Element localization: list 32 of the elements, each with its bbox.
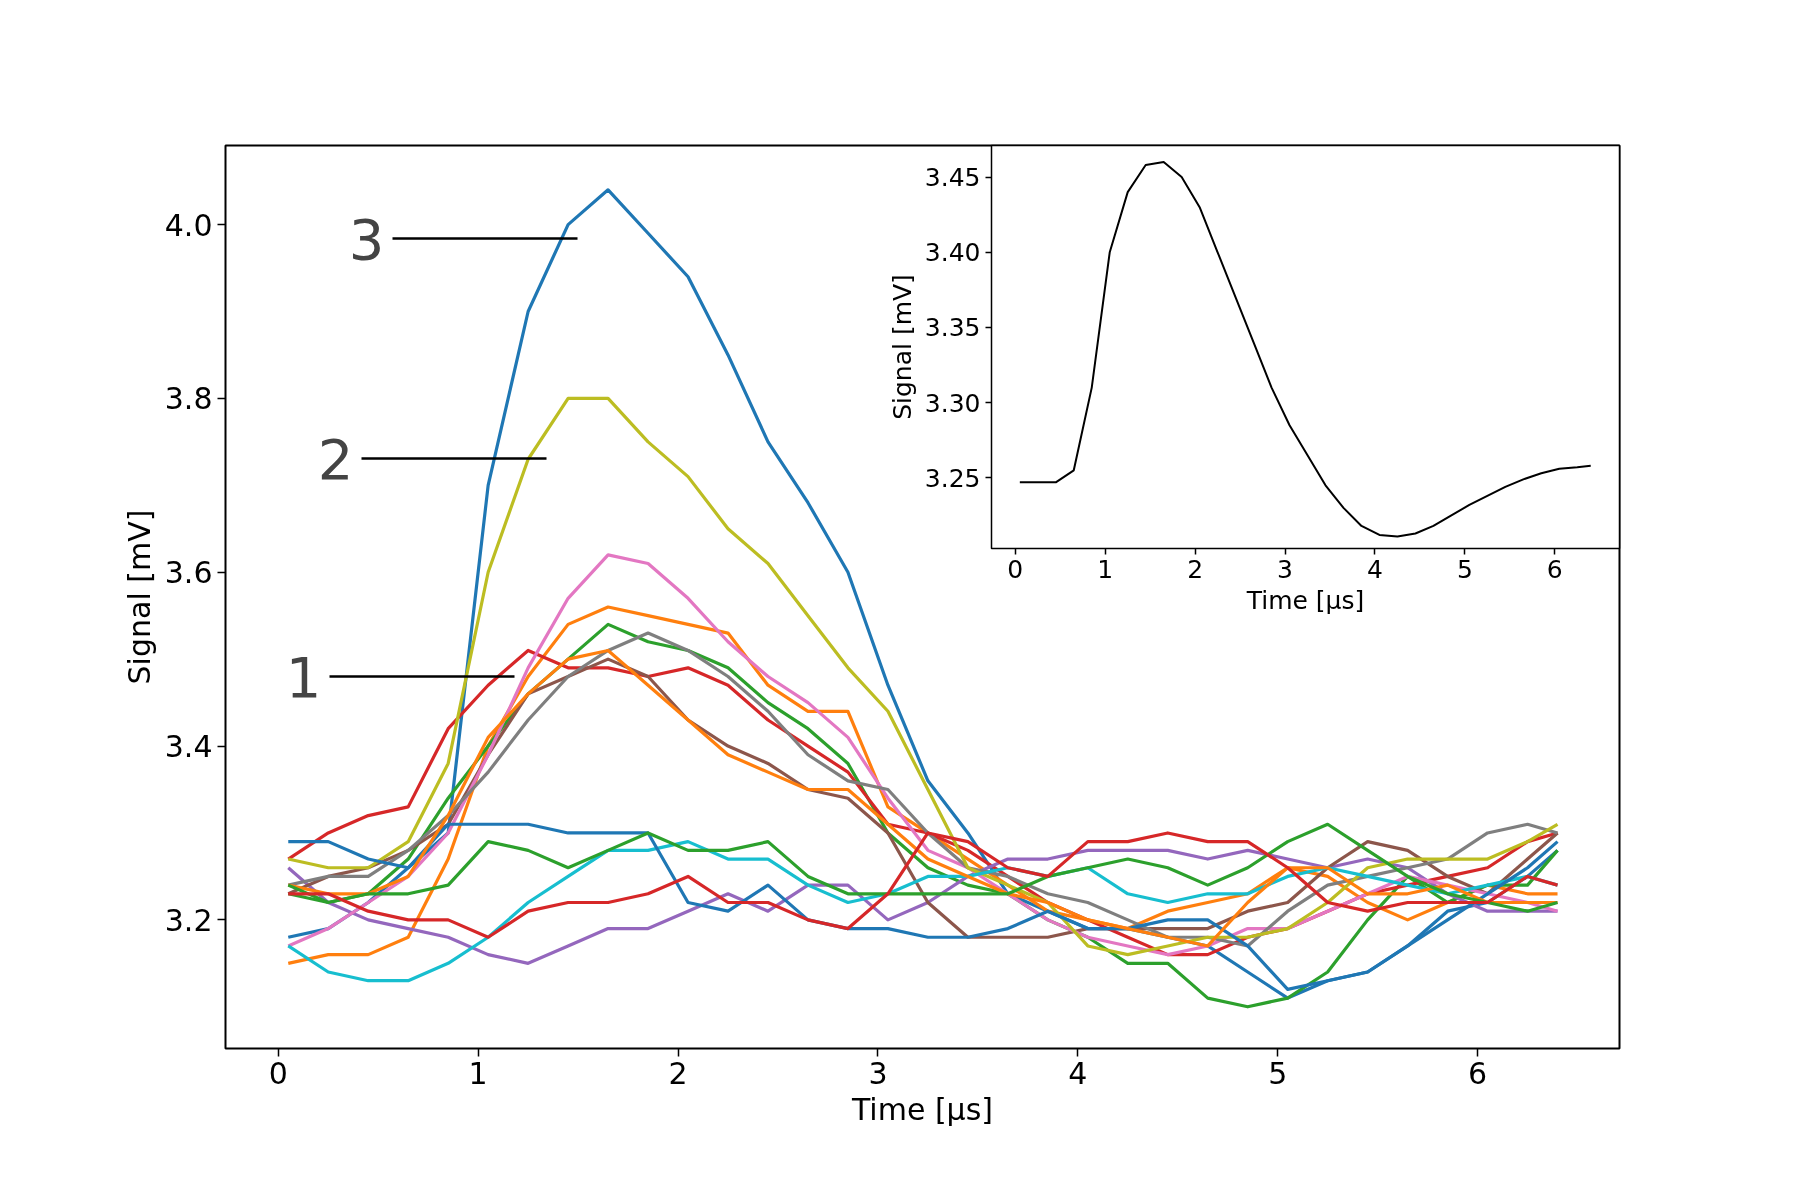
x-tick-label: 2 (668, 1055, 688, 1091)
x-tick-label: 4 (1367, 554, 1383, 584)
y-tick-label: 4.0 (164, 207, 213, 243)
x-tick-label: 6 (1546, 554, 1563, 584)
x-tick-label: 0 (268, 1055, 288, 1091)
annotation: 3 (348, 206, 385, 272)
y-tick-label: 3.6 (164, 555, 213, 591)
y-tick-label: 3.45 (924, 163, 981, 193)
y-tick-label: 3.35 (924, 313, 981, 343)
x-tick-label: 2 (1187, 554, 1204, 584)
line-series (1018, 161, 1592, 538)
x-tick-label: 6 (1468, 1055, 1488, 1091)
y-tick-label: 3.30 (924, 388, 981, 418)
y-axis-title: Signal [mV] (121, 509, 157, 685)
annotation: 1 (285, 644, 322, 710)
y-tick-label: 3.2 (164, 902, 213, 938)
y-axis-title: Signal [mV] (887, 274, 917, 420)
x-tick-label: 1 (468, 1055, 488, 1091)
x-axis-title: Time [µs] (850, 1091, 994, 1127)
y-tick-label: 3.25 (924, 463, 981, 493)
y-tick-label: 3.8 (164, 381, 213, 417)
x-axis-title: Time [µs] (1245, 585, 1365, 615)
x-tick-label: 0 (1007, 554, 1024, 584)
annotation: 2 (317, 426, 354, 492)
x-tick-label: 5 (1456, 554, 1473, 584)
y-tick-label: 3.40 (924, 238, 981, 268)
x-tick-label: 5 (1268, 1055, 1288, 1091)
x-tick-label: 1 (1097, 554, 1114, 584)
x-tick-label: 4 (1068, 1055, 1088, 1091)
y-tick-label: 3.4 (164, 729, 213, 765)
x-tick-label: 3 (1277, 554, 1293, 584)
x-tick-label: 3 (868, 1055, 888, 1091)
